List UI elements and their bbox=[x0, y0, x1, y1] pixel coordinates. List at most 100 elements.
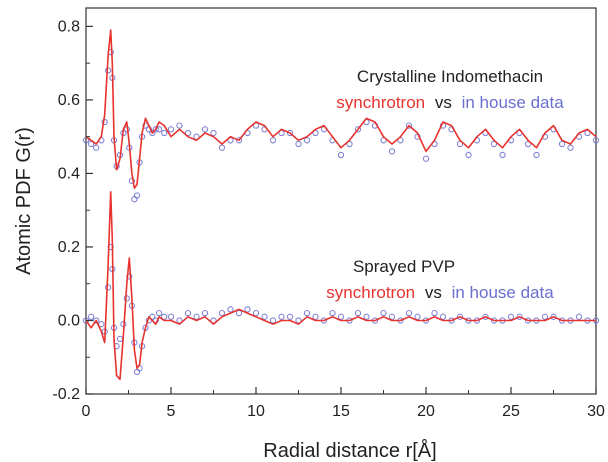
in-house-point bbox=[456, 313, 464, 320]
in-house-point bbox=[87, 313, 95, 320]
x-tick-label: 0 bbox=[82, 403, 91, 420]
panel-legend-pvp: synchrotron vs in house data bbox=[326, 283, 554, 302]
in-house-point bbox=[210, 129, 217, 137]
in-house-point bbox=[567, 144, 574, 151]
in-house-point bbox=[167, 313, 175, 320]
legend-vs-indomethacin: vs bbox=[435, 93, 452, 112]
in-house-point bbox=[176, 122, 183, 129]
in-house-point bbox=[295, 317, 302, 324]
in-house-point bbox=[524, 140, 532, 148]
legend-synchrotron-indomethacin: synchrotron bbox=[336, 93, 425, 112]
in-house-point bbox=[184, 309, 192, 317]
y-tick-label: 0.4 bbox=[58, 165, 80, 182]
in-house-point bbox=[346, 140, 353, 148]
in-house-point bbox=[269, 137, 277, 144]
in-house-point bbox=[431, 309, 438, 317]
in-house-point bbox=[93, 144, 100, 151]
in-house-point bbox=[388, 313, 396, 320]
x-tick-label: 10 bbox=[247, 403, 265, 420]
in-house-point bbox=[550, 313, 557, 320]
in-house-point bbox=[235, 137, 243, 144]
series-synchrotron-1 bbox=[85, 191, 596, 381]
in-house-point bbox=[499, 151, 506, 159]
x-axis-label: Radial distance r[Å] bbox=[263, 439, 436, 462]
in-house-point bbox=[380, 309, 387, 317]
in-house-point bbox=[278, 129, 285, 137]
y-tick-label: -0.2 bbox=[52, 386, 80, 403]
in-house-point bbox=[235, 309, 243, 317]
in-house-point bbox=[439, 313, 447, 320]
panel-title-indomethacin: Crystalline Indomethacin bbox=[357, 67, 543, 86]
in-house-point bbox=[218, 309, 226, 317]
in-house-point bbox=[337, 151, 345, 159]
y-tick-label: 0.6 bbox=[58, 92, 80, 109]
in-house-point bbox=[286, 129, 294, 137]
panel-title-pvp: Sprayed PVP bbox=[353, 257, 455, 276]
in-house-point bbox=[155, 309, 163, 317]
y-tick-label: 0.2 bbox=[58, 239, 80, 256]
in-house-point bbox=[363, 313, 370, 320]
ticks-layer: 0 5 10 15 20 25 30 -0.2 0.0 0.2 0.4 0.6 0.8 bbox=[52, 18, 605, 420]
in-house-point bbox=[286, 313, 294, 320]
in-house-point bbox=[93, 317, 100, 324]
in-house-point bbox=[278, 313, 285, 320]
in-house-point bbox=[388, 148, 396, 155]
in-house-point bbox=[201, 126, 209, 133]
in-house-point bbox=[244, 306, 251, 313]
in-house-point bbox=[303, 137, 311, 144]
in-house-point bbox=[456, 140, 464, 148]
y-tick-label: 0.8 bbox=[58, 18, 80, 35]
in-house-point bbox=[312, 129, 319, 137]
in-house-point bbox=[295, 140, 302, 148]
in-house-point bbox=[405, 309, 413, 317]
in-house-point bbox=[465, 151, 472, 159]
legend-synchrotron-pvp: synchrotron bbox=[326, 283, 415, 302]
in-house-point bbox=[533, 151, 540, 159]
in-house-point bbox=[227, 306, 234, 313]
in-house-point bbox=[87, 140, 95, 148]
panel-legend-indomethacin: synchrotron vs in house data bbox=[336, 93, 564, 112]
in-house-point bbox=[303, 309, 311, 317]
legend-vs-pvp: vs bbox=[425, 283, 442, 302]
legend-in-house-indomethacin: in house data bbox=[462, 93, 565, 112]
in-house-point bbox=[312, 313, 319, 320]
in-house-point bbox=[218, 144, 226, 151]
in-house-point bbox=[82, 137, 90, 144]
in-house-point bbox=[210, 317, 217, 324]
in-house-point bbox=[161, 313, 168, 320]
in-house-point bbox=[128, 177, 136, 184]
in-house-point bbox=[201, 309, 209, 317]
y-axis-label: Atomic PDF G(r) bbox=[13, 127, 35, 275]
in-house-point bbox=[507, 313, 515, 320]
in-house-point bbox=[184, 129, 192, 137]
x-tick-label: 15 bbox=[332, 403, 350, 420]
in-house-point bbox=[354, 126, 362, 133]
in-house-point bbox=[329, 309, 336, 317]
in-house-point bbox=[126, 273, 133, 280]
in-house-point bbox=[337, 313, 345, 320]
in-house-point bbox=[558, 140, 566, 148]
in-house-point bbox=[104, 284, 112, 291]
in-house-point bbox=[176, 317, 183, 324]
in-house-point bbox=[482, 313, 489, 320]
in-house-point bbox=[405, 122, 413, 129]
in-house-point bbox=[161, 129, 168, 137]
in-house-point bbox=[414, 313, 421, 320]
in-house-point bbox=[133, 192, 141, 199]
x-tick-label: 25 bbox=[502, 403, 520, 420]
in-house-point bbox=[261, 313, 268, 320]
in-house-point bbox=[575, 313, 583, 320]
in-house-point bbox=[167, 126, 175, 133]
y-tick-label: 0.0 bbox=[58, 312, 80, 329]
legend-in-house-pvp: in house data bbox=[452, 283, 555, 302]
in-house-point bbox=[252, 309, 260, 317]
in-house-point bbox=[152, 126, 159, 133]
x-tick-label: 30 bbox=[587, 403, 605, 420]
in-house-point bbox=[490, 140, 498, 148]
series-synchrotron-0 bbox=[85, 29, 597, 189]
series-layer bbox=[82, 29, 600, 381]
in-house-point bbox=[592, 137, 600, 144]
